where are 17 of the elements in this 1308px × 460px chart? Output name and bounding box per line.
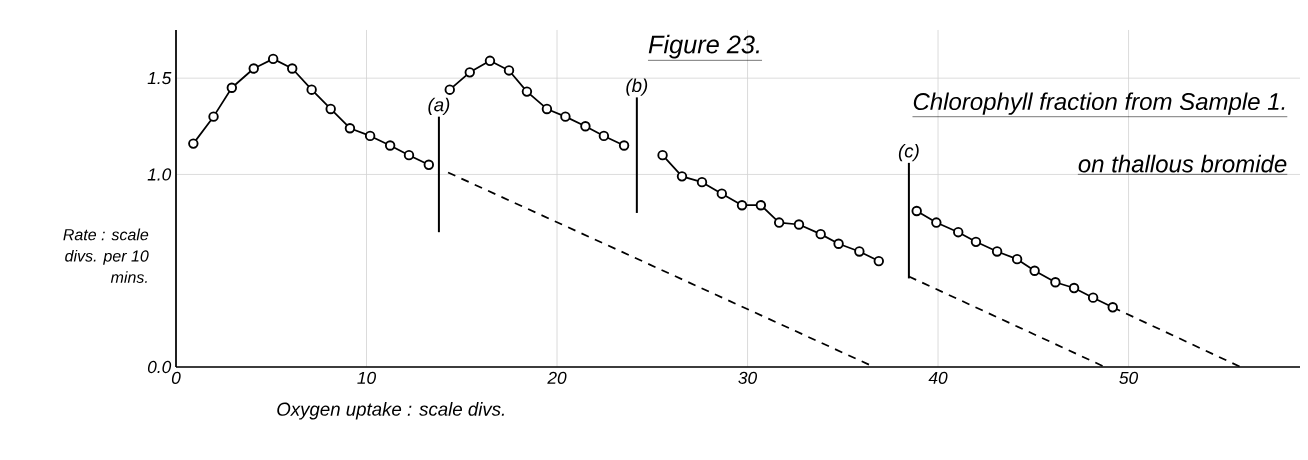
y-axis-title: Rate : scale divs. per 10 mins.: [63, 228, 149, 283]
x-tick-label: 10: [357, 371, 376, 384]
text: Chlorophyll fraction from Sample 1.: [913, 92, 1285, 115]
chart-title: Figure 23.: [648, 34, 759, 59]
ref-line-label: (a): [428, 97, 450, 116]
y-tick-label: 0.0: [147, 360, 172, 374]
x-tick-label: 0: [171, 371, 181, 384]
annotation: on thallous bromide: [1078, 154, 1287, 173]
x-tick-label: 50: [1119, 371, 1139, 384]
y-tick-label: 1.5: [147, 72, 172, 85]
x-tick-label: 30: [738, 371, 758, 384]
x-axis-title: Oxygen uptake : scale divs.: [277, 402, 504, 420]
ref-line-label: (b): [626, 78, 648, 96]
x-tick-label: 40: [928, 371, 948, 384]
x-tick-label: 20: [547, 371, 567, 384]
ref-line-label: (c): [898, 143, 919, 162]
y-tick-label: 1.0: [147, 168, 172, 181]
